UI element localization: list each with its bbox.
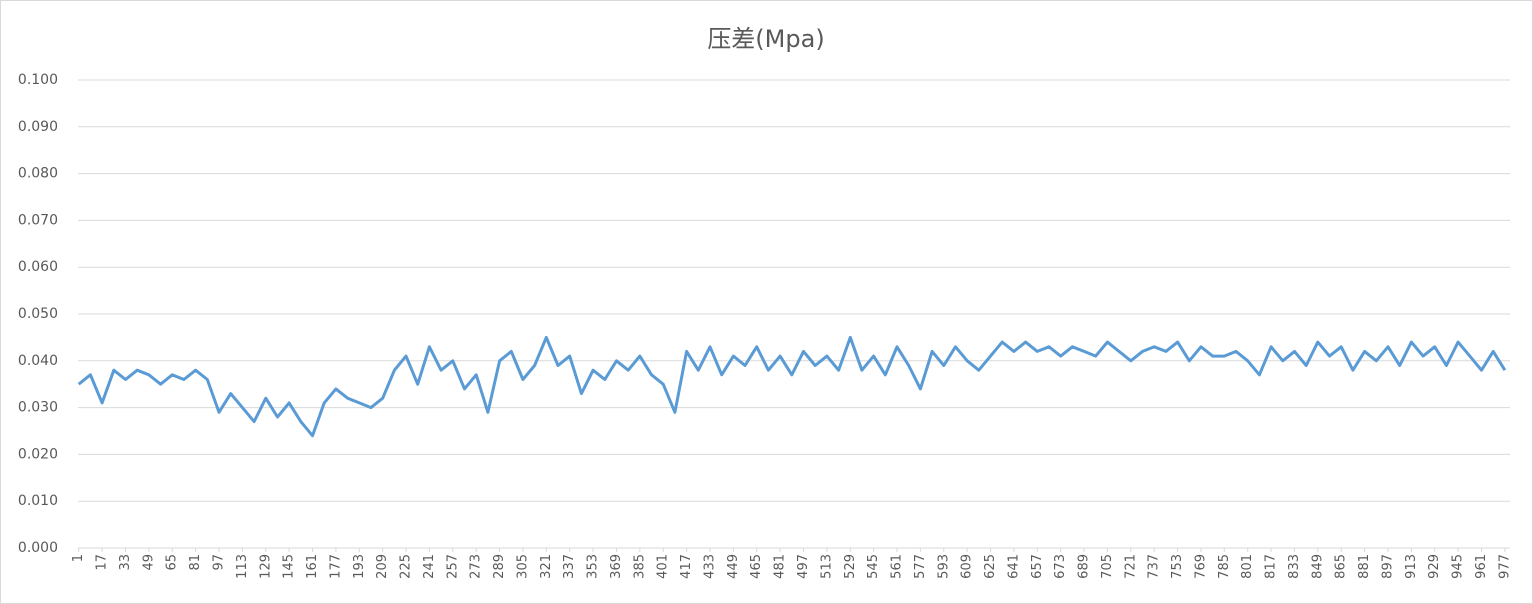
x-tick-label: 641 — [1006, 554, 1021, 579]
x-tick-label: 17 — [95, 554, 110, 571]
x-tick-label: 801 — [1240, 554, 1255, 579]
x-tick-label: 449 — [726, 554, 741, 579]
x-tick-label: 385 — [632, 554, 647, 579]
x-tick-label: 353 — [586, 554, 601, 579]
x-tick-label: 897 — [1380, 554, 1395, 579]
x-tick-label: 481 — [773, 554, 788, 579]
x-tick-label: 929 — [1427, 554, 1442, 579]
y-tick-label: 0.010 — [18, 493, 58, 509]
x-tick-label: 833 — [1287, 554, 1302, 579]
x-tick-label: 737 — [1147, 554, 1162, 579]
chart-title: 压差(Mpa) — [707, 25, 824, 53]
x-tick-label: 785 — [1217, 554, 1232, 579]
x-tick-label: 753 — [1170, 554, 1185, 579]
y-tick-label: 0.070 — [18, 212, 58, 228]
x-tick-label: 689 — [1077, 554, 1092, 579]
x-tick-label: 961 — [1474, 554, 1489, 579]
x-tick-label: 129 — [258, 554, 273, 579]
x-tick-label: 561 — [890, 554, 905, 579]
x-tick-label: 145 — [282, 554, 297, 579]
x-tick-label: 513 — [819, 554, 834, 579]
x-tick-label: 881 — [1357, 554, 1372, 579]
x-tick-label: 209 — [375, 554, 390, 579]
x-tick-label: 721 — [1123, 554, 1138, 579]
y-tick-label: 0.080 — [18, 166, 58, 182]
x-tick-label: 369 — [609, 554, 624, 579]
data-line — [77, 335, 1507, 438]
x-tick-label: 593 — [936, 554, 951, 579]
x-tick-label: 177 — [328, 554, 343, 579]
x-tick-label: 97 — [212, 554, 227, 571]
x-tick-label: 705 — [1100, 554, 1115, 579]
x-tick-label: 465 — [749, 554, 764, 579]
x-tick-label: 401 — [656, 554, 671, 579]
x-tick-label: 161 — [305, 554, 320, 579]
x-tick-label: 865 — [1334, 554, 1349, 579]
x-tick-label: 945 — [1451, 554, 1466, 579]
y-tick-label: 0.060 — [18, 259, 58, 275]
x-tick-label: 849 — [1310, 554, 1325, 579]
y-tick-label: 0.030 — [18, 400, 58, 416]
x-tick-label: 529 — [843, 554, 858, 579]
x-tick-label: 769 — [1193, 554, 1208, 579]
y-tick-label: 0.000 — [18, 540, 58, 556]
y-tick-label: 0.090 — [18, 119, 58, 135]
x-tick-label: 545 — [866, 554, 881, 579]
x-tick-label: 1 — [71, 554, 86, 562]
y-tick-label: 0.040 — [18, 353, 58, 369]
x-tick-label: 673 — [1053, 554, 1068, 579]
y-tick-label: 0.020 — [18, 446, 58, 462]
x-tick-label: 913 — [1404, 554, 1419, 579]
x-tick-label: 337 — [562, 554, 577, 579]
x-tick-label: 817 — [1264, 554, 1279, 579]
x-tick-label: 65 — [165, 554, 180, 571]
x-tick-label: 289 — [492, 554, 507, 579]
x-tick-label: 977 — [1497, 554, 1512, 579]
x-tick-label: 321 — [539, 554, 554, 579]
x-tick-label: 193 — [352, 554, 367, 579]
x-tick-label: 33 — [118, 554, 133, 571]
x-tick-label: 497 — [796, 554, 811, 579]
x-tick-label: 609 — [960, 554, 975, 579]
x-tick-label: 113 — [235, 554, 250, 579]
x-tick-label: 657 — [1030, 554, 1045, 579]
x-tick-label: 273 — [469, 554, 484, 579]
x-tick-label: 305 — [515, 554, 530, 579]
y-tick-label: 0.050 — [18, 306, 58, 322]
x-tick-label: 433 — [702, 554, 717, 579]
y-tick-label: 0.100 — [18, 72, 58, 88]
x-tick-label: 81 — [188, 554, 203, 571]
x-tick-label: 577 — [913, 554, 928, 579]
x-tick-label: 225 — [399, 554, 414, 579]
x-tick-label: 257 — [445, 554, 460, 579]
x-tick-label: 241 — [422, 554, 437, 579]
x-tick-label: 625 — [983, 554, 998, 579]
x-tick-label: 417 — [679, 554, 694, 579]
x-tick-label: 49 — [141, 554, 156, 571]
